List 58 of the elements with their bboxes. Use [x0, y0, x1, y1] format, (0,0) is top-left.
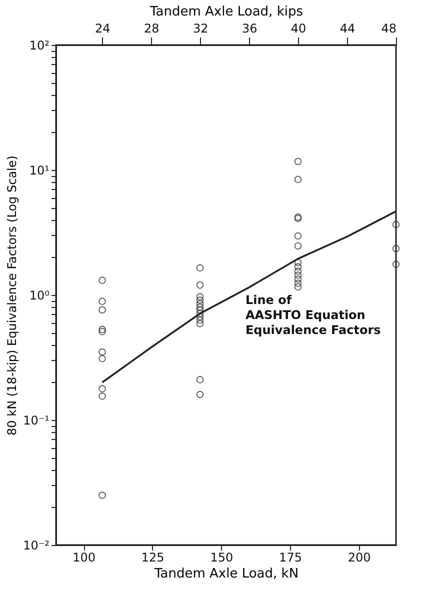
point — [294, 258, 302, 266]
point — [196, 300, 204, 308]
x2-tick-label: 36 — [242, 22, 258, 36]
x-tick-label: 100 — [72, 550, 96, 564]
y-tick-label: 10⁰ — [29, 288, 50, 302]
point — [392, 220, 400, 228]
point — [392, 260, 400, 268]
y-tick-label: 10² — [29, 38, 50, 52]
point — [98, 306, 106, 314]
point — [196, 390, 204, 398]
x2-tick-label: 28 — [144, 22, 160, 36]
point — [196, 316, 204, 324]
x-tick-label: 200 — [348, 550, 371, 564]
point — [98, 326, 106, 334]
point — [294, 272, 302, 279]
point — [98, 385, 106, 392]
point — [98, 392, 106, 400]
point — [98, 328, 106, 336]
point — [196, 376, 204, 384]
point — [98, 276, 106, 284]
annotation: Line of AASHTO Equation Equivalence Factors — [245, 293, 381, 338]
point — [98, 348, 106, 356]
point — [294, 268, 302, 275]
x2-tick-label: 40 — [290, 22, 306, 36]
y-tick-label: 10¹ — [29, 164, 50, 178]
point — [392, 244, 400, 252]
point — [196, 296, 204, 304]
point — [294, 232, 302, 240]
point — [98, 298, 106, 305]
point — [196, 306, 204, 314]
x2-tick-label: 32 — [192, 22, 208, 36]
point — [196, 313, 204, 320]
y-axis-title: 80 kN (18-kip) Equivalence Factors (Log Scale) — [5, 156, 20, 436]
point — [196, 303, 204, 311]
x-tick-label: 150 — [210, 550, 234, 564]
point — [294, 263, 302, 270]
point — [98, 354, 106, 362]
x-tick-label: 175 — [279, 550, 302, 564]
point — [196, 264, 204, 272]
point — [294, 283, 302, 291]
y-tick-label: 10⁻² — [23, 538, 50, 552]
x2-tick-label: 24 — [95, 22, 110, 36]
point — [294, 158, 302, 166]
point — [294, 280, 302, 287]
point — [98, 492, 106, 499]
point — [196, 310, 204, 318]
point — [196, 281, 204, 289]
point — [294, 275, 302, 283]
x2-tick-label: 48 — [381, 22, 396, 36]
x2-tick-label: 44 — [340, 22, 356, 36]
point — [196, 320, 204, 328]
point — [196, 293, 204, 300]
y-tick-label: 10⁻¹ — [23, 414, 50, 428]
x-tick-label: 125 — [141, 550, 164, 564]
point — [294, 242, 302, 250]
x-axis-title: Tandem Axle Load, kN — [153, 566, 299, 582]
x2-axis-title: Tandem Axle Load, kips — [149, 4, 304, 20]
point — [294, 176, 302, 184]
